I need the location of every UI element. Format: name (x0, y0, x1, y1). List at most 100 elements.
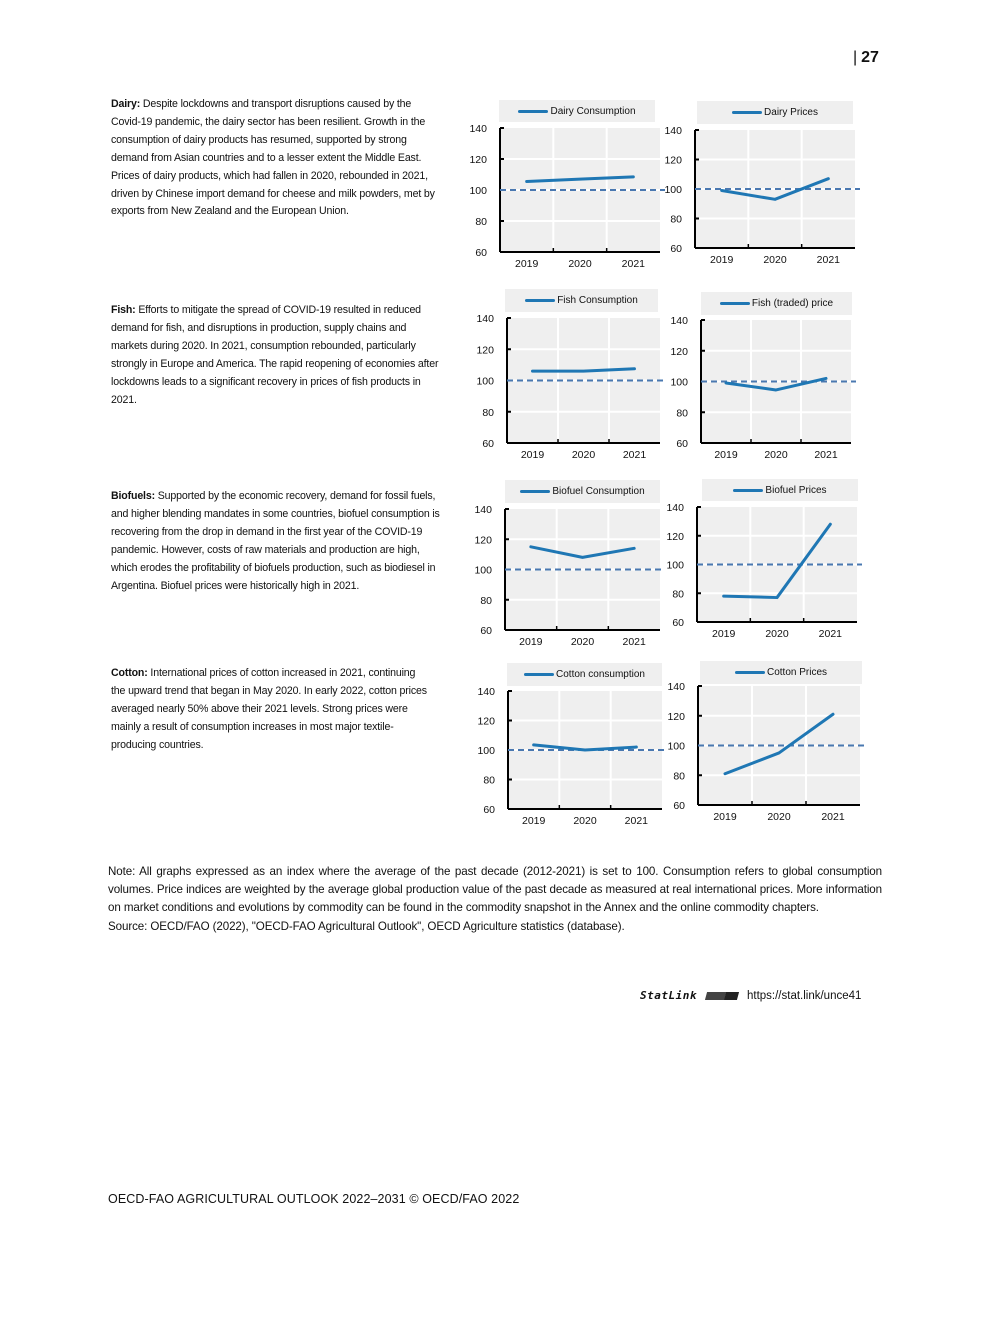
chart-legend: Fish (traded) price (701, 292, 852, 315)
y-tick-label: 80 (676, 407, 688, 419)
x-tick-label: 2021 (622, 258, 646, 270)
y-tick-label: 60 (672, 617, 684, 629)
paragraph-biofuels: Biofuels: Supported by the economic reco… (111, 488, 443, 595)
legend-label: Biofuel Consumption (552, 486, 645, 497)
x-tick-label: 2020 (573, 815, 597, 827)
x-tick-label: 2021 (623, 449, 647, 461)
y-tick-label: 60 (673, 800, 685, 812)
x-tick-label: 2020 (767, 811, 791, 823)
y-tick-label: 140 (474, 504, 492, 516)
x-tick-label: 2020 (764, 449, 788, 461)
line-chart: 60 80 100 120 140 2019 2020 2021 (666, 502, 862, 640)
paragraph-text: Despite lockdowns and transport disrupti… (111, 98, 435, 218)
y-tick-label: 120 (664, 155, 682, 167)
x-tick-label: 2020 (571, 636, 595, 648)
legend-swatch (732, 111, 763, 114)
paragraph-lead: Dairy: (111, 98, 141, 110)
y-tick-label: 100 (476, 376, 494, 388)
y-tick-label: 80 (482, 407, 494, 419)
y-tick-label: 140 (670, 315, 688, 327)
line-chart: 60 80 100 120 140 2019 2020 2021 (664, 125, 860, 266)
x-tick-label: 2021 (814, 449, 838, 461)
y-tick-label: 60 (670, 243, 682, 255)
x-tick-label: 2019 (710, 254, 734, 266)
paragraph-fish: Fish: Efforts to mitigate the spread of … (111, 302, 441, 409)
paragraph-dairy: Dairy: Despite lockdowns and transport d… (111, 96, 441, 221)
y-tick-label: 140 (666, 502, 684, 514)
y-tick-label: 120 (477, 716, 495, 728)
source-text: Source: OECD/FAO (2022), "OECD-FAO Agric… (108, 919, 625, 933)
x-tick-label: 2019 (515, 258, 539, 270)
y-tick-label: 80 (483, 775, 495, 787)
legend-label: Cotton Prices (766, 667, 828, 678)
y-tick-label: 100 (667, 741, 685, 753)
y-tick-label: 80 (480, 595, 492, 607)
legend-swatch (525, 299, 556, 302)
x-tick-label: 2021 (622, 636, 646, 648)
legend-swatch (719, 302, 750, 305)
x-tick-label: 2020 (572, 449, 596, 461)
y-tick-label: 100 (666, 560, 684, 572)
y-tick-label: 100 (474, 565, 492, 577)
y-tick-label: 100 (670, 377, 688, 389)
y-tick-label: 80 (670, 214, 682, 226)
paragraph-lead: Fish: (111, 304, 136, 316)
y-tick-label: 140 (469, 123, 487, 135)
y-tick-label: 80 (672, 588, 684, 600)
chart-legend: Biofuel Consumption (505, 480, 660, 503)
y-tick-label: 120 (667, 711, 685, 723)
x-tick-label: 2019 (522, 815, 546, 827)
line-chart: 60 80 100 120 140 2019 2020 2021 (469, 123, 665, 270)
legend-label: Fish Consumption (557, 295, 638, 306)
page-number: | 27 (853, 49, 879, 66)
line-chart: 60 80 100 120 140 2019 2020 2021 (670, 315, 856, 461)
page-number-text: 27 (861, 49, 879, 66)
figure-note: Note: All graphs expressed as an index w… (108, 863, 882, 936)
line-chart: 60 80 100 120 140 2019 2020 2021 (476, 313, 665, 461)
chart-legend: Dairy Prices (697, 101, 853, 124)
x-tick-label: 2021 (819, 628, 843, 640)
legend-label: Fish (traded) price (751, 298, 834, 309)
paragraph-text: International prices of cotton increased… (111, 667, 427, 751)
x-tick-label: 2019 (519, 636, 543, 648)
x-tick-label: 2020 (765, 628, 789, 640)
y-tick-label: 60 (483, 804, 495, 816)
paragraph-text: Supported by the economic recovery, dema… (111, 490, 440, 592)
legend-label: Cotton consumption (556, 669, 645, 680)
y-tick-label: 60 (482, 438, 494, 450)
legend-swatch (520, 490, 551, 493)
y-tick-label: 100 (477, 745, 495, 757)
y-tick-label: 120 (474, 534, 492, 546)
statlink[interactable]: StatLink https://stat.link/unce41 (640, 989, 861, 1002)
y-tick-label: 120 (469, 154, 487, 166)
y-tick-label: 140 (667, 681, 685, 693)
legend-label: Dairy Prices (764, 107, 818, 118)
line-chart: 60 80 100 120 140 2019 2020 2021 (477, 686, 667, 827)
statlink-label: StatLink (640, 989, 697, 1002)
x-tick-label: 2020 (568, 258, 592, 270)
y-tick-label: 80 (673, 770, 685, 782)
note-text: Note: All graphs expressed as an index w… (108, 865, 882, 915)
legend-swatch (733, 488, 764, 492)
statlink-logo-icon (704, 991, 740, 1000)
legend-label: Dairy Consumption (550, 105, 636, 117)
legend-swatch (734, 671, 765, 674)
statlink-url[interactable]: https://stat.link/unce41 (746, 989, 862, 1002)
chart-legend: Dairy Consumption (499, 100, 655, 122)
x-tick-label: 2019 (521, 449, 545, 461)
chart-legend: Cotton consumption (507, 663, 662, 686)
paragraph-lead: Biofuels: (111, 490, 155, 502)
y-tick-label: 120 (670, 346, 688, 358)
page-footer: OECD-FAO AGRICULTURAL OUTLOOK 2022–2031 … (108, 1192, 520, 1206)
x-tick-label: 2020 (763, 254, 787, 266)
y-tick-label: 100 (469, 185, 487, 197)
y-tick-label: 60 (475, 247, 487, 259)
x-tick-label: 2019 (712, 628, 736, 640)
line-chart: 60 80 100 120 140 2019 2020 2021 (474, 504, 665, 648)
chart-legend: Biofuel Prices (702, 479, 858, 501)
x-tick-label: 2019 (713, 811, 737, 823)
line-chart: 60 80 100 120 140 2019 2020 2021 (667, 681, 865, 823)
x-tick-label: 2019 (714, 449, 738, 461)
chart-legend: Cotton Prices (700, 661, 862, 684)
legend-swatch (518, 109, 549, 113)
